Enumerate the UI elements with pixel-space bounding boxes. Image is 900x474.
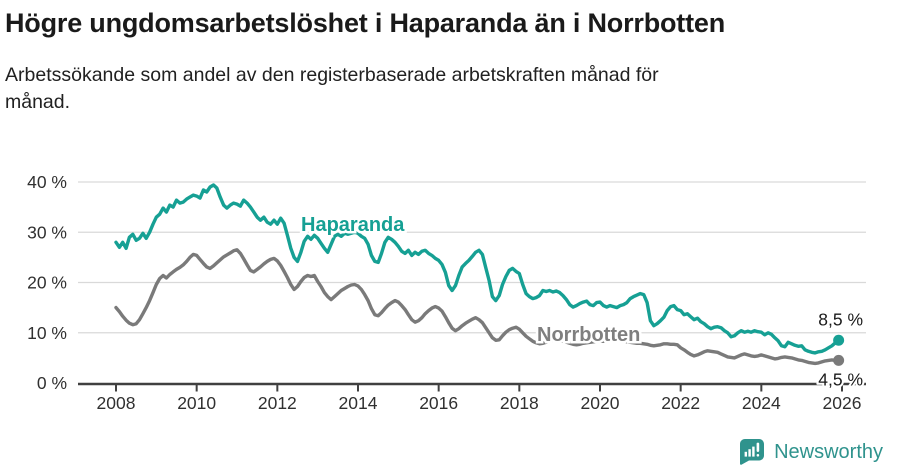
x-tick-label: 2026 xyxy=(823,393,862,413)
x-tick-label: 2010 xyxy=(177,393,216,413)
x-tick-label: 2018 xyxy=(500,393,539,413)
page-title: Högre ungdomsarbetslöshet i Haparanda än… xyxy=(5,8,725,38)
norrbotten-line xyxy=(114,248,841,366)
y-tick-label: 30 % xyxy=(27,222,67,242)
logo-bar-2 xyxy=(748,449,751,457)
y-tick-label: 0 % xyxy=(37,373,67,393)
x-tick-label: 2012 xyxy=(258,393,297,413)
x-tick-label: 2024 xyxy=(742,393,781,413)
y-tick-label: 20 % xyxy=(27,273,67,293)
brand-name: Newsworthy xyxy=(774,440,883,463)
haparanda-line xyxy=(114,183,841,355)
haparanda-end-value-label: 8,5 % xyxy=(818,309,863,329)
norrbotten-end-value-label: 4,5 % xyxy=(818,369,863,389)
y-tick-label: 10 % xyxy=(27,323,67,343)
haparanda-series-label: Haparanda xyxy=(301,214,405,236)
norrbotten-series-label: Norrbotten xyxy=(537,324,640,346)
logo-exclamation-dot xyxy=(756,454,760,457)
x-tick-label: 2022 xyxy=(661,393,700,413)
newsworthy-logo-icon xyxy=(740,439,765,465)
x-tick-label: 2008 xyxy=(97,393,136,413)
x-tick-label: 2016 xyxy=(419,393,458,413)
logo-bar-3 xyxy=(752,446,755,457)
logo-bar-1 xyxy=(744,451,748,457)
brand-footer: Newsworthy xyxy=(739,438,883,466)
x-tick-label: 2020 xyxy=(581,393,620,413)
y-tick-label: 40 % xyxy=(27,172,67,192)
x-tick-label: 2014 xyxy=(339,393,378,413)
page-subtitle: Arbetssökande som andel av den registerb… xyxy=(5,64,659,113)
logo-exclamation-stem xyxy=(756,442,760,452)
norrbotten-end-dot xyxy=(833,354,845,366)
haparanda-end-dot xyxy=(833,334,845,346)
